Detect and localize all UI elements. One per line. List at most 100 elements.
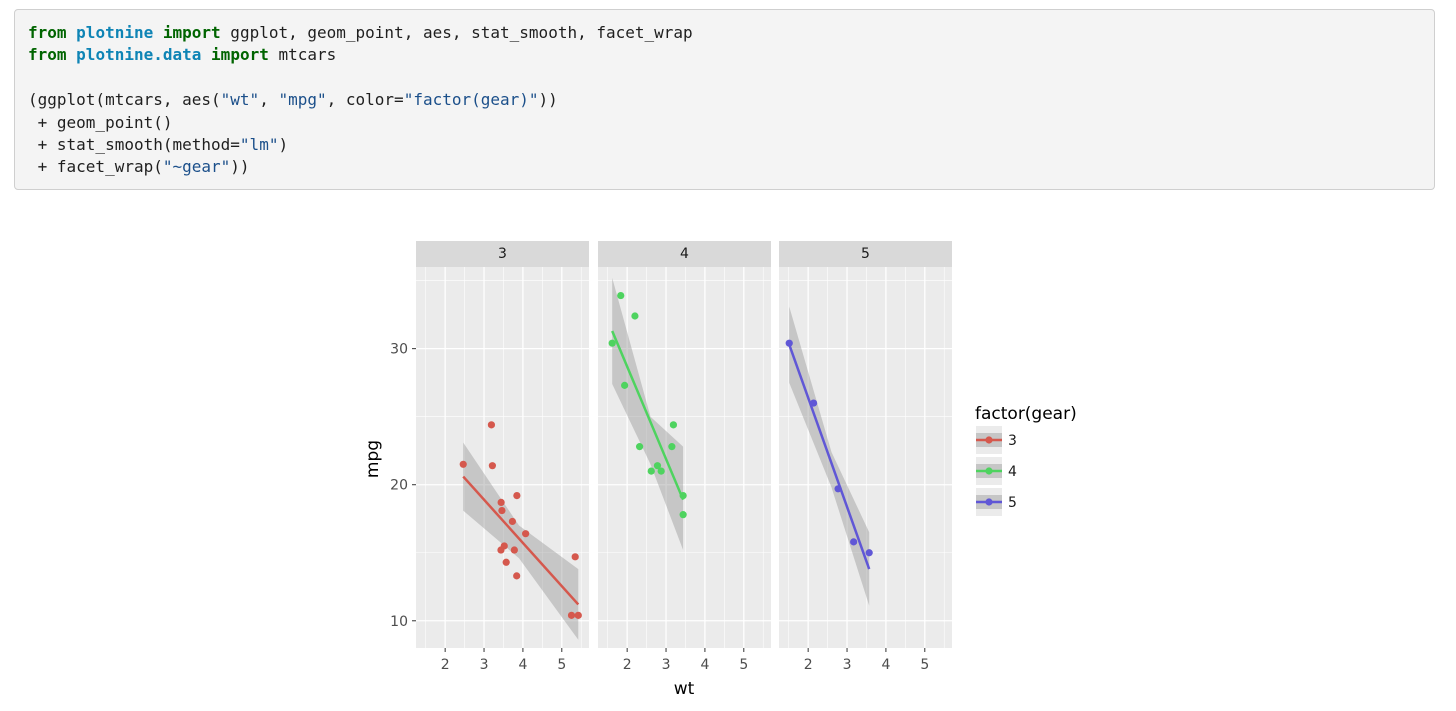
- legend-key-point: [985, 467, 993, 475]
- x-tick-label: 5: [739, 657, 748, 673]
- facet-strip: [598, 241, 771, 267]
- data-point: [522, 530, 530, 538]
- x-tick-label: 4: [881, 657, 890, 673]
- facet-strip: [416, 241, 589, 267]
- code-text: ): [278, 134, 289, 154]
- code-module: plotnine.data: [76, 45, 202, 65]
- data-point: [500, 542, 508, 550]
- data-point: [487, 421, 496, 429]
- legend-label: 5: [1008, 495, 1017, 511]
- code-text: )): [538, 90, 558, 110]
- y-tick-label: 10: [390, 614, 408, 630]
- data-point: [510, 546, 518, 554]
- data-point: [502, 558, 510, 566]
- x-tick-label: 4: [518, 657, 527, 673]
- x-tick-label: 2: [804, 657, 813, 673]
- data-point: [668, 443, 676, 451]
- facet-strip-label: 4: [680, 246, 689, 262]
- data-point: [497, 498, 505, 507]
- code-text: , color=: [326, 90, 404, 110]
- data-point: [834, 485, 842, 493]
- data-point: [679, 511, 687, 519]
- code-block: from plotnine import ggplot, geom_point,…: [14, 9, 1435, 190]
- legend-key-point: [985, 436, 993, 444]
- y-axis-title: mpg: [363, 440, 383, 478]
- code-line: + geom_point(): [28, 112, 1421, 134]
- x-tick-label: 3: [480, 657, 489, 673]
- y-tick-label: 20: [390, 478, 408, 494]
- data-point: [574, 611, 582, 619]
- data-point: [608, 339, 616, 347]
- code-string: "~gear": [162, 157, 231, 177]
- code-text: + facet_wrap(: [28, 157, 163, 177]
- code-line: from plotnine import ggplot, geom_point,…: [28, 22, 1421, 44]
- data-point: [679, 492, 687, 500]
- facet-panel-3: 3 2 3 4 5: [416, 241, 589, 673]
- data-point: [459, 460, 467, 468]
- legend-label: 4: [1008, 464, 1017, 480]
- facet-panel-5: 5 2 3 4 5: [779, 241, 952, 673]
- data-point: [865, 549, 873, 557]
- data-point: [653, 462, 662, 470]
- code-keyword: import: [162, 23, 221, 42]
- data-point: [657, 467, 665, 475]
- code-keyword: from: [28, 45, 67, 65]
- legend-title: factor(gear): [975, 404, 1077, 424]
- data-point: [488, 462, 496, 470]
- code-module: plotnine: [76, 23, 154, 42]
- code-line: (ggplot(mtcars, aes("wt", "mpg", color="…: [28, 89, 1421, 111]
- data-point: [617, 291, 625, 300]
- facet-strip-label: 3: [498, 246, 507, 262]
- code-text: (ggplot(mtcars, aes(: [28, 90, 221, 110]
- code-string: "factor(gear)": [403, 90, 539, 110]
- fit-line: [611, 330, 685, 501]
- y-tick-label: 30: [390, 342, 408, 358]
- x-tick-label: 2: [623, 657, 632, 673]
- x-tick-label: 4: [700, 657, 709, 673]
- code-text: + geom_point(): [28, 112, 173, 132]
- legend-key: [976, 426, 1002, 454]
- fit-line: [788, 344, 871, 570]
- x-tick-label: 5: [557, 657, 566, 673]
- code-text: + stat_smooth(method=: [28, 134, 240, 154]
- code-keyword: import: [211, 45, 269, 65]
- code-line: + facet_wrap("~gear")): [28, 156, 1421, 178]
- x-axis-title: wt: [674, 679, 695, 699]
- data-point: [647, 467, 655, 475]
- fit-line: [462, 475, 580, 606]
- code-line: from plotnine.data import mtcars: [28, 44, 1421, 66]
- code-keyword: from: [28, 23, 67, 42]
- data-point: [513, 492, 521, 500]
- code-line: + stat_smooth(method="lm"): [28, 134, 1421, 156]
- data-point: [810, 399, 818, 407]
- facet-panel-4: 4 2 3 4 5: [598, 241, 771, 673]
- data-point: [567, 611, 576, 619]
- data-point: [635, 443, 644, 451]
- code-text: mtcars: [268, 45, 337, 65]
- code-text: ,: [259, 90, 279, 110]
- legend-key: [976, 457, 1002, 485]
- code-lines: from plotnine import ggplot, geom_point,…: [28, 22, 1421, 179]
- code-string: "mpg": [278, 90, 327, 110]
- data-point: [513, 572, 521, 580]
- facet-strip: [779, 241, 952, 267]
- x-tick-label: 2: [441, 657, 450, 673]
- data-point: [571, 553, 579, 561]
- data-point: [508, 517, 517, 526]
- code-text: ggplot, geom_point, aes, stat_smooth, fa…: [220, 23, 693, 42]
- data-point: [631, 312, 639, 320]
- x-tick-label: 5: [920, 657, 929, 673]
- facet-strip-label: 5: [861, 246, 870, 262]
- legend: factor(gear) 3 4 5: [975, 404, 1077, 516]
- legend-key-point: [985, 498, 993, 506]
- data-point: [850, 538, 858, 546]
- legend-label: 3: [1008, 433, 1017, 449]
- legend-key: [976, 488, 1002, 516]
- data-point: [669, 421, 678, 429]
- x-tick-label: 3: [843, 657, 852, 673]
- code-text: )): [230, 157, 250, 177]
- x-tick-label: 3: [662, 657, 671, 673]
- code-string: "wt": [220, 90, 260, 110]
- data-point: [621, 381, 629, 389]
